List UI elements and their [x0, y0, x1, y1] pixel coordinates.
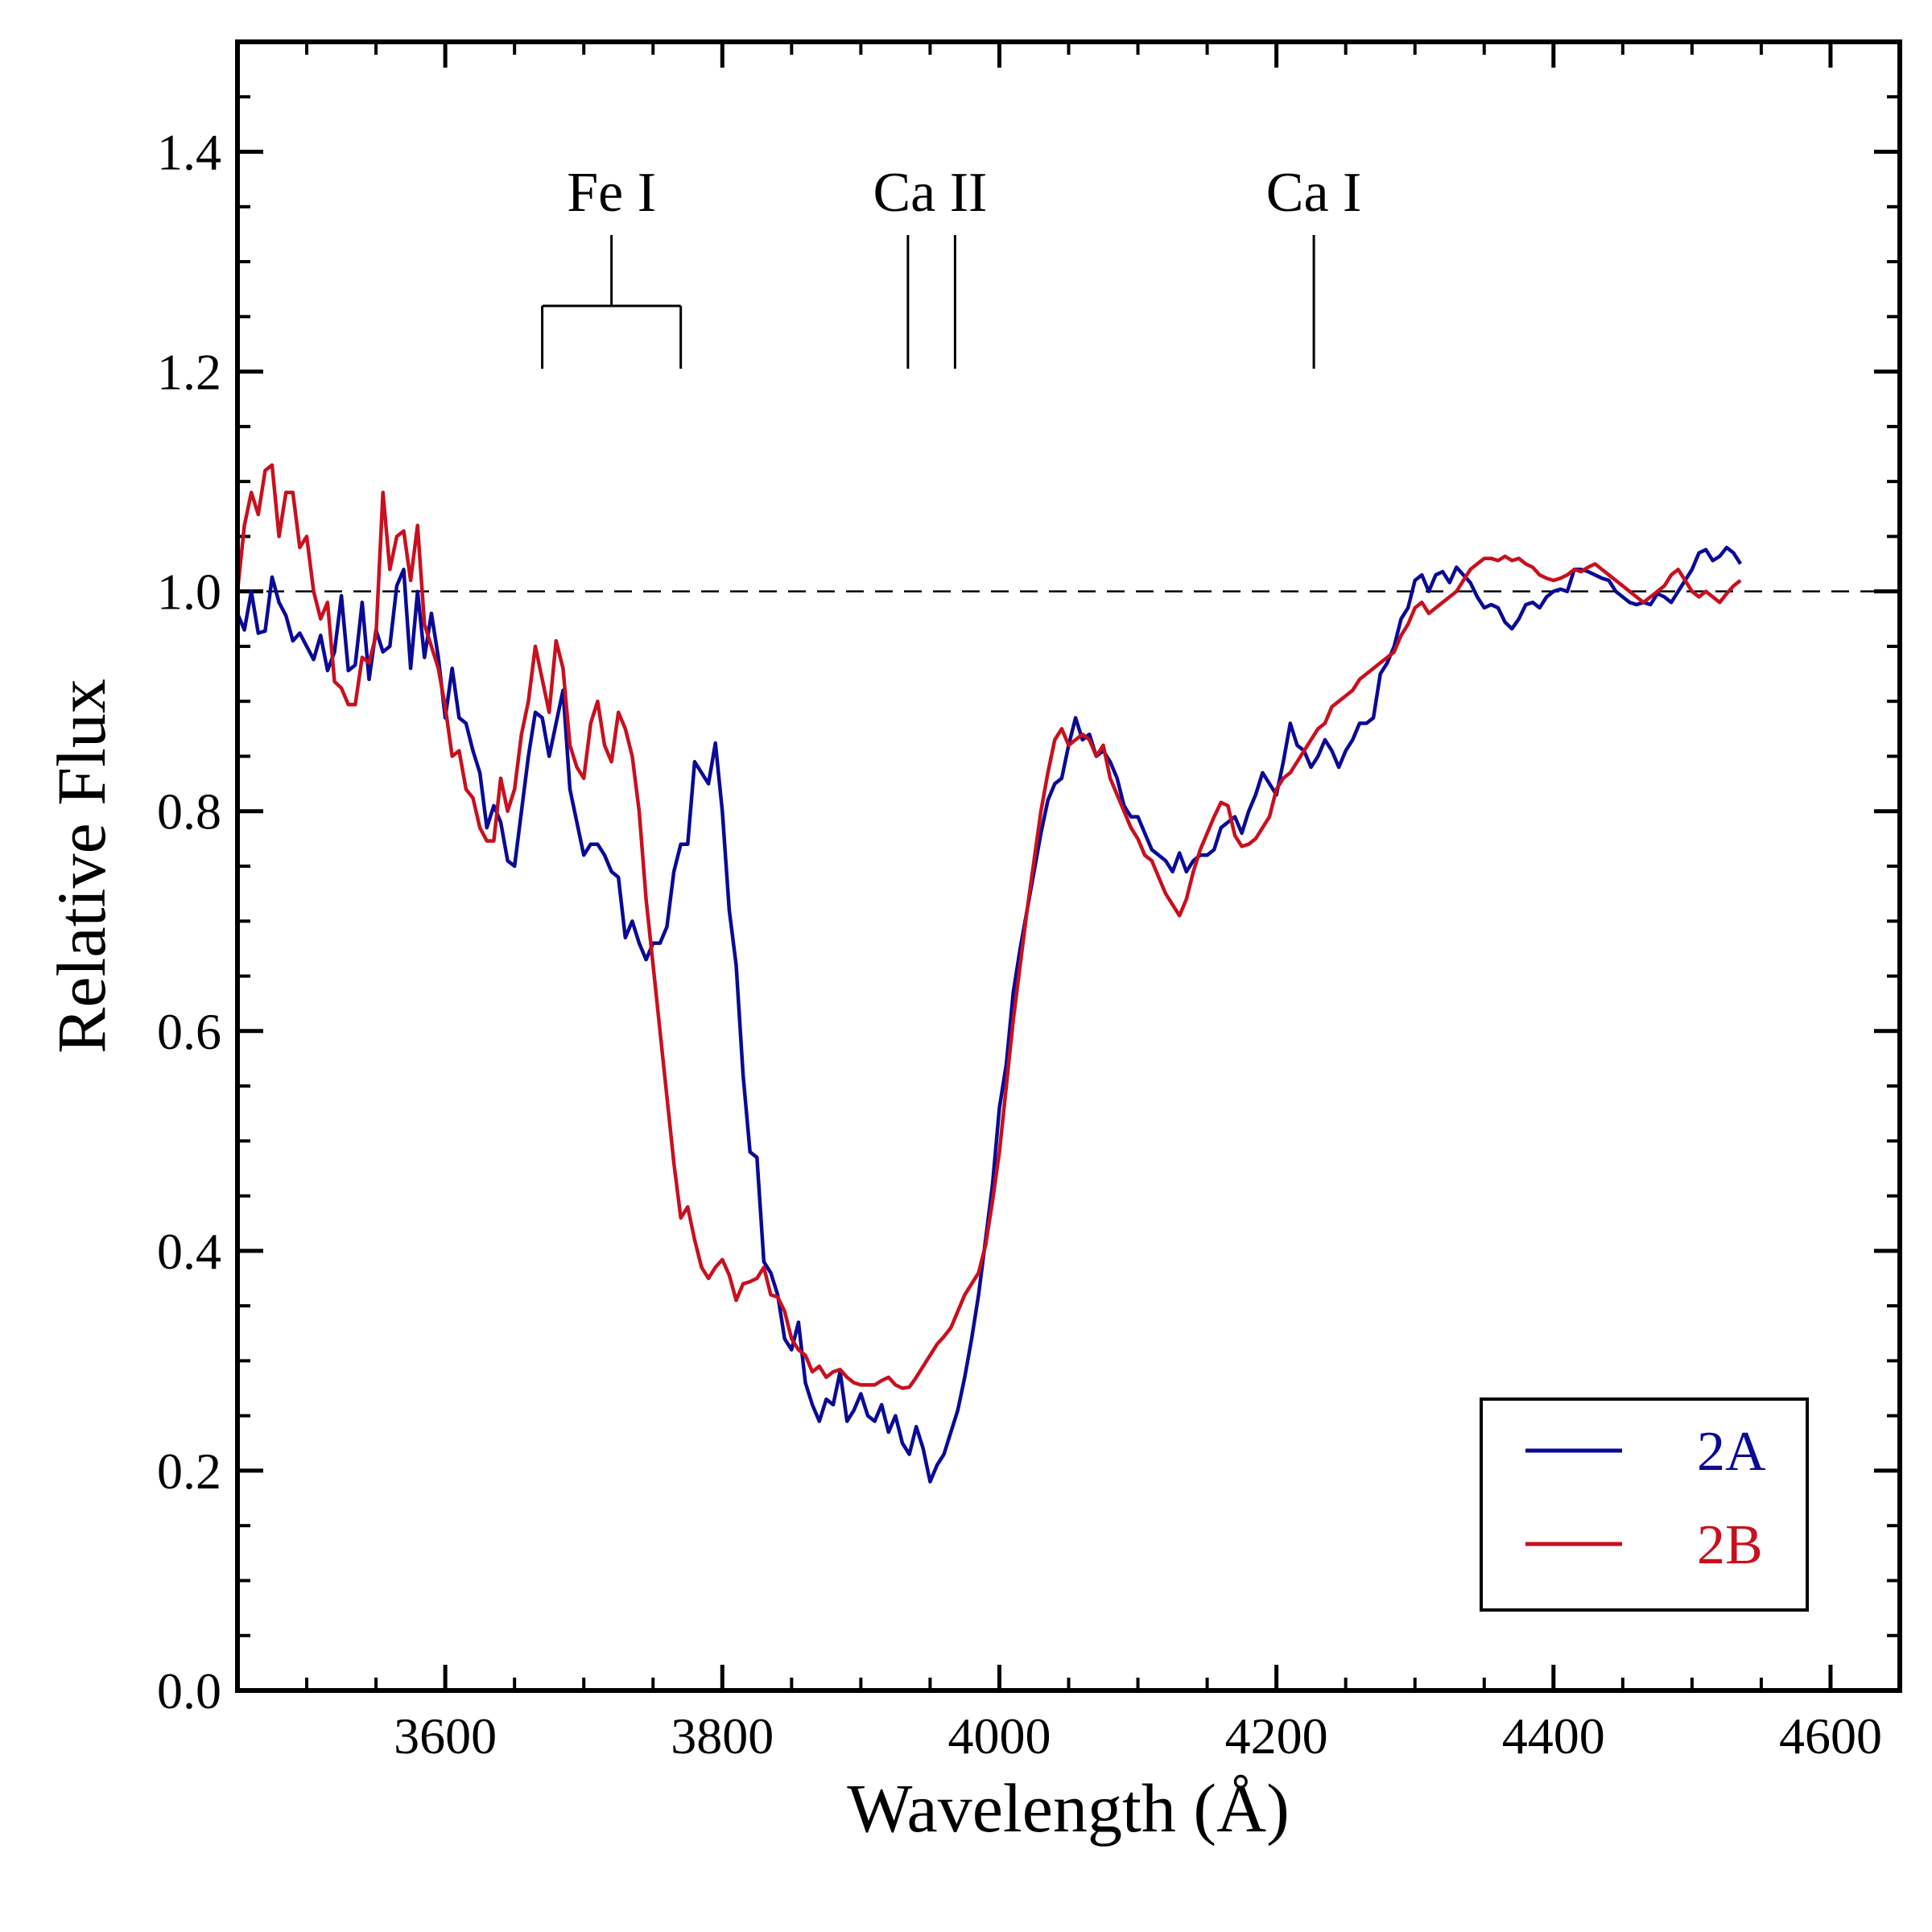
series-layer [235, 463, 1743, 1484]
y-axis-title: Relative Flux [43, 679, 120, 1054]
y-tick-label: 0.6 [157, 1003, 221, 1060]
legend-box [1480, 1397, 1809, 1612]
x-tick-label: 3800 [671, 1707, 774, 1765]
y-tick-label: 1.2 [157, 344, 221, 401]
annotation-label-ca-ii: Ca II [873, 162, 987, 224]
x-tick-label: 4600 [1779, 1707, 1882, 1765]
y-tick-label: 0.8 [157, 783, 221, 840]
legend: 2A 2B [1480, 1397, 1809, 1612]
series-line-2b [235, 463, 1742, 1390]
annotations: Fe I Ca II Ca I [541, 162, 1362, 369]
x-tick-label: 4400 [1502, 1707, 1605, 1765]
y-tick-label: 1.4 [157, 124, 221, 181]
x-axis-title: Wavelength (Å) [847, 1769, 1289, 1847]
x-tick-label: 4000 [947, 1707, 1051, 1765]
plot-frame [235, 39, 1902, 1693]
major-ticks [237, 42, 1900, 1693]
y-tick-label: 0.0 [157, 1662, 221, 1719]
legend-label-2B: 2B [1697, 1514, 1763, 1576]
x-tick-label: 3600 [394, 1707, 497, 1765]
y-tick-label: 0.2 [157, 1443, 221, 1500]
y-tick-label: 1.0 [157, 564, 221, 621]
annotation-label-fe-i: Fe I [567, 162, 656, 224]
x-tick-label: 4200 [1225, 1707, 1328, 1765]
tick-labels: 3600 3800 4000 4200 4400 4600 0.0 0.2 0.4 0.6 0.8 1… [157, 124, 1882, 1765]
annotation-label-ca-i: Ca I [1266, 162, 1362, 224]
y-tick-label: 0.4 [157, 1223, 221, 1280]
series-line-2a [235, 545, 1743, 1484]
legend-label-2A: 2A [1697, 1421, 1766, 1483]
